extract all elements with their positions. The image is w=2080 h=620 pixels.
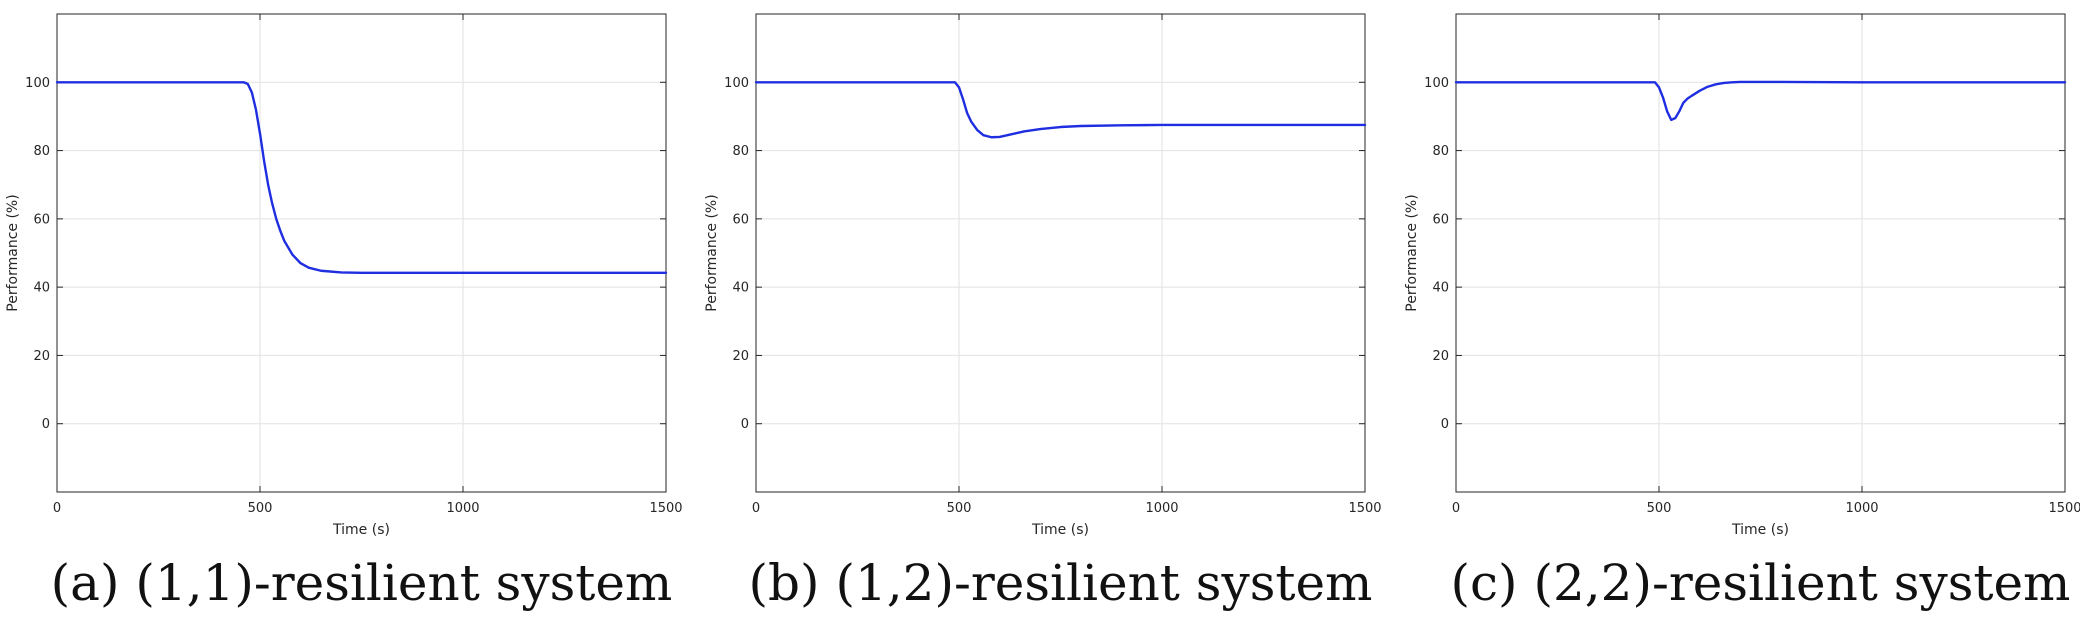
x-tick-label: 1000 (446, 501, 479, 516)
y-tick-label: 40 (732, 281, 749, 296)
x-axis-label: Time (s) (1031, 522, 1089, 538)
y-tick-label: 0 (1441, 417, 1449, 432)
subfigure-caption: (b) (1,2)-resilient system (749, 554, 1373, 612)
y-axis-label: Performance (%) (5, 194, 21, 311)
y-tick-label: 100 (724, 76, 749, 91)
x-tick-label: 500 (947, 501, 972, 516)
y-tick-label: 60 (33, 212, 50, 227)
y-tick-label: 80 (732, 144, 749, 159)
x-axis-label: Time (s) (332, 522, 390, 538)
series-line-1 (55, 81, 668, 274)
y-tick-label: 0 (42, 417, 50, 432)
y-tick-label: 60 (732, 212, 749, 227)
y-tick-label: 0 (741, 417, 749, 432)
y-tick-label: 100 (1424, 76, 1449, 91)
y-tick-label: 20 (33, 349, 50, 364)
x-tick-label: 1000 (1845, 501, 1878, 516)
y-tick-label: 40 (1432, 281, 1449, 296)
plot-frame (755, 13, 1366, 493)
x-axis-label: Time (s) (1731, 522, 1789, 538)
y-tick-label: 100 (25, 76, 50, 91)
plot-frame (56, 13, 667, 493)
x-tick-label: 1500 (1348, 501, 1381, 516)
y-axis-label: Performance (%) (704, 194, 720, 311)
x-tick-label: 0 (53, 501, 61, 516)
x-tick-label: 0 (752, 501, 760, 516)
x-tick-label: 1500 (2048, 501, 2080, 516)
x-tick-label: 500 (248, 501, 273, 516)
chart-panel-1: 0 500 1000 1500 0 20 40 60 80 100 Time (s) Performa… (5, 13, 683, 612)
y-axis-label: Performance (%) (1404, 194, 1420, 311)
x-tick-label: 1000 (1145, 501, 1178, 516)
y-tick-label: 60 (1432, 212, 1449, 227)
y-tick-label: 80 (1432, 144, 1449, 159)
series-line-1 (754, 81, 1367, 139)
x-tick-label: 0 (1452, 501, 1460, 516)
y-tick-label: 20 (1432, 349, 1449, 364)
y-tick-label: 20 (732, 349, 749, 364)
y-tick-label: 80 (33, 144, 50, 159)
chart-panel-2: 0 500 1000 1500 0 20 40 60 80 100 Time (s) Performa… (704, 13, 1382, 612)
subfigure-caption: (c) (2,2)-resilient system (1451, 554, 2071, 612)
x-tick-label: 1500 (649, 501, 682, 516)
series-line-1 (1454, 80, 2067, 122)
chart-panel-3: 0 500 1000 1500 0 20 40 60 80 100 Time (s) Performa… (1404, 13, 2080, 612)
plot-frame (1455, 13, 2066, 493)
y-tick-label: 40 (33, 281, 50, 296)
subfigure-caption: (a) (1,1)-resilient system (51, 554, 673, 612)
x-tick-label: 500 (1647, 501, 1672, 516)
